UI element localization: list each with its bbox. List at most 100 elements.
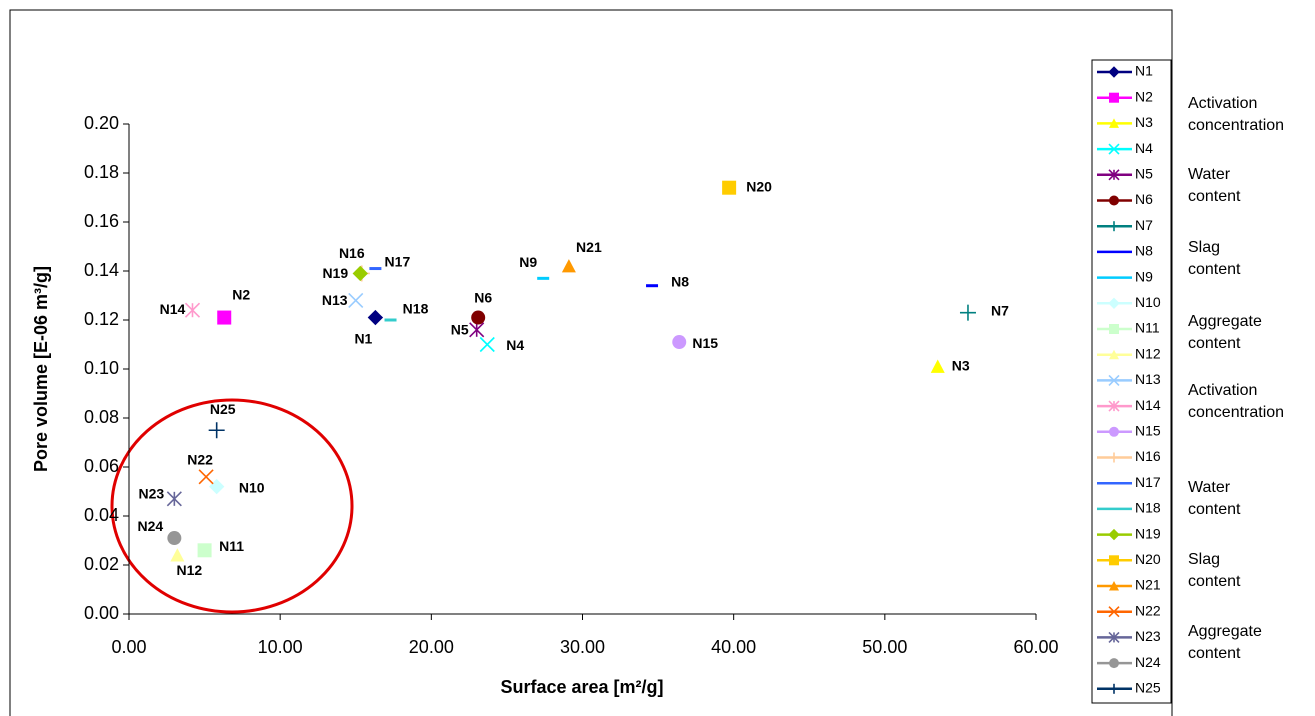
x-tick-label: 40.00 xyxy=(711,637,756,657)
legend-marker xyxy=(1109,221,1119,232)
point xyxy=(367,309,384,326)
legend-marker xyxy=(1109,324,1119,334)
legend-label: N5 xyxy=(1135,166,1153,182)
annotation: Aggregate xyxy=(1188,623,1262,640)
point-label: N23 xyxy=(139,486,165,502)
point xyxy=(561,259,576,273)
legend-marker xyxy=(1109,658,1119,669)
marker-part xyxy=(1109,581,1119,591)
marker-part xyxy=(352,265,368,282)
marker-part xyxy=(930,359,945,373)
point-label: N2 xyxy=(232,286,250,302)
legend-label: N17 xyxy=(1135,474,1161,490)
x-tick-label: 0.00 xyxy=(111,637,146,657)
marker-part xyxy=(1109,92,1119,103)
marker-part xyxy=(1109,426,1119,437)
legend-marker xyxy=(1108,169,1120,181)
point-label: N4 xyxy=(506,337,524,353)
legend-marker xyxy=(1109,555,1119,566)
point-label: N17 xyxy=(385,253,411,269)
y-tick-label: 0.06 xyxy=(84,456,119,476)
point-label: N3 xyxy=(952,357,970,373)
point-label: N5 xyxy=(451,322,469,338)
point xyxy=(469,322,485,338)
y-tick-label: 0.16 xyxy=(84,211,119,231)
legend-label: N11 xyxy=(1135,320,1160,336)
y-tick-label: 0.12 xyxy=(84,309,119,329)
marker-part xyxy=(1109,658,1119,669)
x-tick-label: 60.00 xyxy=(1013,637,1058,657)
annotation: content xyxy=(1188,573,1241,590)
point xyxy=(471,310,486,325)
legend-marker xyxy=(1108,66,1120,78)
annotation: Water xyxy=(1188,166,1231,183)
point xyxy=(352,265,368,282)
annotation: Activation xyxy=(1188,382,1257,399)
marker-part xyxy=(217,310,232,325)
annotation: concentration xyxy=(1188,404,1284,421)
marker-part xyxy=(471,310,486,325)
marker-part xyxy=(1108,528,1120,541)
point xyxy=(348,292,364,308)
annotation: content xyxy=(1188,261,1241,278)
point-label: N7 xyxy=(991,302,1009,318)
legend-marker xyxy=(1108,143,1120,155)
point xyxy=(959,304,976,321)
legend-marker xyxy=(1109,92,1119,103)
point xyxy=(197,543,212,558)
legend-label: N14 xyxy=(1135,397,1161,413)
marker-part xyxy=(561,259,576,273)
legend-marker xyxy=(1109,683,1119,694)
marker-part xyxy=(170,548,185,562)
y-tick-label: 0.10 xyxy=(84,358,119,378)
legend-label: N22 xyxy=(1135,602,1161,618)
point-label: N10 xyxy=(239,479,265,495)
y-tick-label: 0.00 xyxy=(84,603,119,623)
legend-marker xyxy=(1108,297,1120,310)
y-tick-label: 0.14 xyxy=(84,260,119,280)
legend-marker xyxy=(1108,528,1120,541)
y-tick-label: 0.02 xyxy=(84,554,119,574)
legend-label: N24 xyxy=(1135,654,1161,670)
point-label: N6 xyxy=(474,289,492,305)
x-tick-label: 20.00 xyxy=(409,637,454,657)
x-tick-label: 50.00 xyxy=(862,637,907,657)
legend-label: N16 xyxy=(1135,448,1161,464)
marker-part xyxy=(1109,118,1119,128)
point xyxy=(170,548,185,562)
legend-label: N21 xyxy=(1135,577,1161,593)
annotation: content xyxy=(1188,645,1241,662)
marker-part xyxy=(1109,555,1119,566)
legend-marker xyxy=(1108,631,1120,643)
legend-label: N8 xyxy=(1135,243,1153,259)
annotation: concentration xyxy=(1188,117,1284,134)
marker-part xyxy=(1109,349,1119,360)
marker-part xyxy=(367,309,384,326)
point-label: N16 xyxy=(339,245,365,261)
legend-label: N2 xyxy=(1135,88,1153,104)
legend-marker xyxy=(1108,374,1120,386)
annotation: Water xyxy=(1188,479,1231,496)
annotation: content xyxy=(1188,335,1241,352)
annotation: Slag xyxy=(1188,551,1220,568)
annotation: Activation xyxy=(1188,95,1257,112)
annotation: Aggregate xyxy=(1188,313,1262,330)
legend-marker xyxy=(1108,400,1120,412)
marker-part xyxy=(722,180,737,195)
legend-marker xyxy=(1109,118,1119,128)
marker-part xyxy=(672,335,687,350)
y-tick-label: 0.08 xyxy=(84,407,119,427)
annotation: Slag xyxy=(1188,239,1220,256)
legend-label: N18 xyxy=(1135,500,1161,516)
x-tick-label: 10.00 xyxy=(258,637,303,657)
marker-part xyxy=(1109,324,1119,334)
point-label: N8 xyxy=(671,273,689,289)
legend-label: N3 xyxy=(1135,114,1153,130)
point-label: N24 xyxy=(138,518,164,534)
point-label: N1 xyxy=(354,330,372,346)
point xyxy=(198,469,214,485)
marker-part xyxy=(198,469,214,485)
legend-label: N25 xyxy=(1135,680,1161,696)
marker-part xyxy=(1108,143,1120,155)
legend-label: N4 xyxy=(1135,140,1153,156)
